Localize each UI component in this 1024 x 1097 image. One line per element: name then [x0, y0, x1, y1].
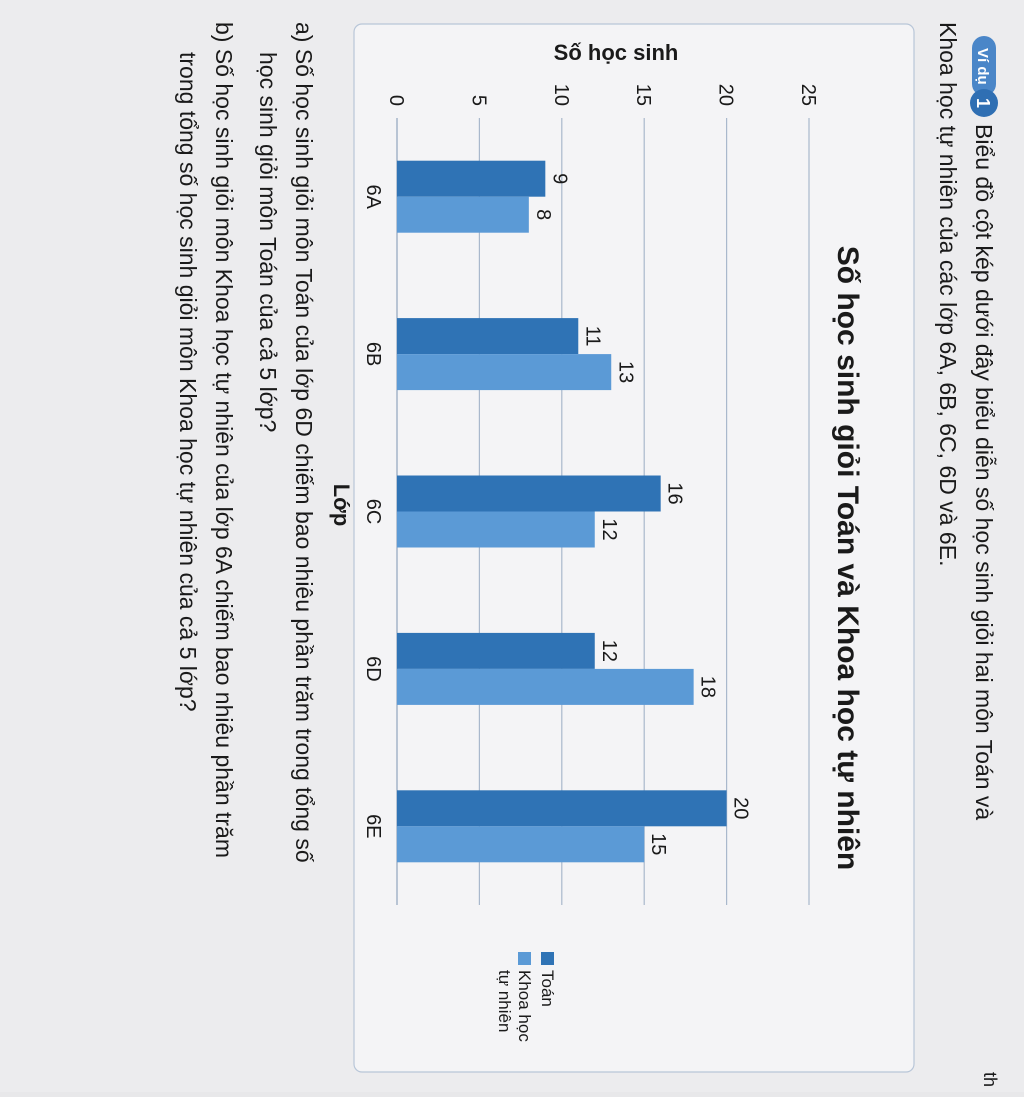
data-label-6a-khtn: 8	[532, 209, 554, 220]
legend-swatch-khtn	[518, 952, 531, 965]
y-tick-label-5: 5	[467, 95, 489, 106]
example-badge-shape	[972, 36, 996, 96]
data-label-6d-toan: 12	[598, 640, 620, 662]
chart-title: Số học sinh giỏi Toán và Khoa học tự nhi…	[831, 246, 864, 871]
x-tick-label-6d: 6D	[362, 656, 384, 682]
y-axis-label: Số học sinh	[554, 40, 679, 65]
x-tick-label-6b: 6B	[362, 342, 384, 366]
x-axis-label: Lớp	[329, 484, 354, 527]
y-tick-label-20: 20	[715, 84, 737, 106]
x-tick-label-6a: 6A	[362, 184, 384, 209]
question-b-line-2: trong tổng số học sinh giỏi môn Khoa học…	[175, 52, 201, 712]
y-tick-label-15: 15	[632, 84, 654, 106]
legend: Toán Khoa học tự nhiên	[495, 952, 557, 1042]
y-tick-label-0: 0	[385, 95, 407, 106]
bar-6d-khtn	[397, 668, 694, 705]
bar-6a-khtn	[397, 196, 529, 233]
example-badge-label: Ví dụ	[974, 48, 991, 85]
data-label-6a-toan: 9	[548, 173, 570, 184]
legend-swatch-toan	[541, 952, 554, 965]
legend-label-toan: Toán	[538, 970, 557, 1007]
data-label-6e-khtn: 15	[647, 833, 669, 855]
question-a-line-2: học sinh giỏi môn Toán của cả 5 lớp?	[255, 52, 281, 432]
intro-line-2: Khoa học tự nhiên của các lớp 6A, 6B, 6C…	[935, 22, 961, 566]
example-number: 1	[973, 98, 993, 108]
bar-6c-toan	[397, 475, 661, 512]
example-number-circle	[970, 89, 998, 117]
bar-6c-khtn	[397, 511, 595, 548]
bar-6b-khtn	[396, 354, 612, 391]
data-label-6b-toan: 11	[581, 326, 603, 347]
y-tick-label-10: 10	[550, 84, 572, 106]
chart-plot-area: 0 5 10 15 20 25 9 8 6A 11 13 6B 16 12 6C 12 18 6D 20 15 6E	[362, 84, 819, 905]
x-tick-label-6c: 6C	[362, 499, 384, 525]
bar-6e-khtn	[397, 826, 645, 863]
bar-6a-toan	[397, 160, 546, 197]
data-label-6d-khtn: 18	[697, 676, 719, 698]
bar-6e-toan	[397, 790, 727, 827]
question-b-line-1: b) Số học sinh giỏi môn Khoa học tự nhiê…	[211, 22, 237, 858]
data-label-6e-toan: 20	[730, 797, 752, 819]
example-badge: Ví dụ 1	[970, 36, 998, 117]
edge-text: th	[980, 1072, 1000, 1087]
data-label-6b-khtn: 13	[614, 361, 636, 383]
legend-label-khtn-1: Khoa học	[515, 970, 534, 1042]
bar-6d-toan	[397, 632, 595, 669]
legend-label-khtn-2: tự nhiên	[495, 970, 514, 1032]
data-label-6c-toan: 16	[664, 482, 686, 504]
y-tick-label-25: 25	[797, 84, 819, 106]
x-tick-label-6e: 6E	[362, 814, 384, 838]
question-a-line-1: a) Số học sinh giỏi môn Toán của lớp 6D …	[291, 22, 317, 863]
intro-line-1: Biểu đồ cột kép dưới đây biểu diễn số họ…	[971, 124, 997, 820]
bar-6b-toan	[397, 318, 579, 355]
data-label-6c-khtn: 12	[598, 518, 620, 540]
